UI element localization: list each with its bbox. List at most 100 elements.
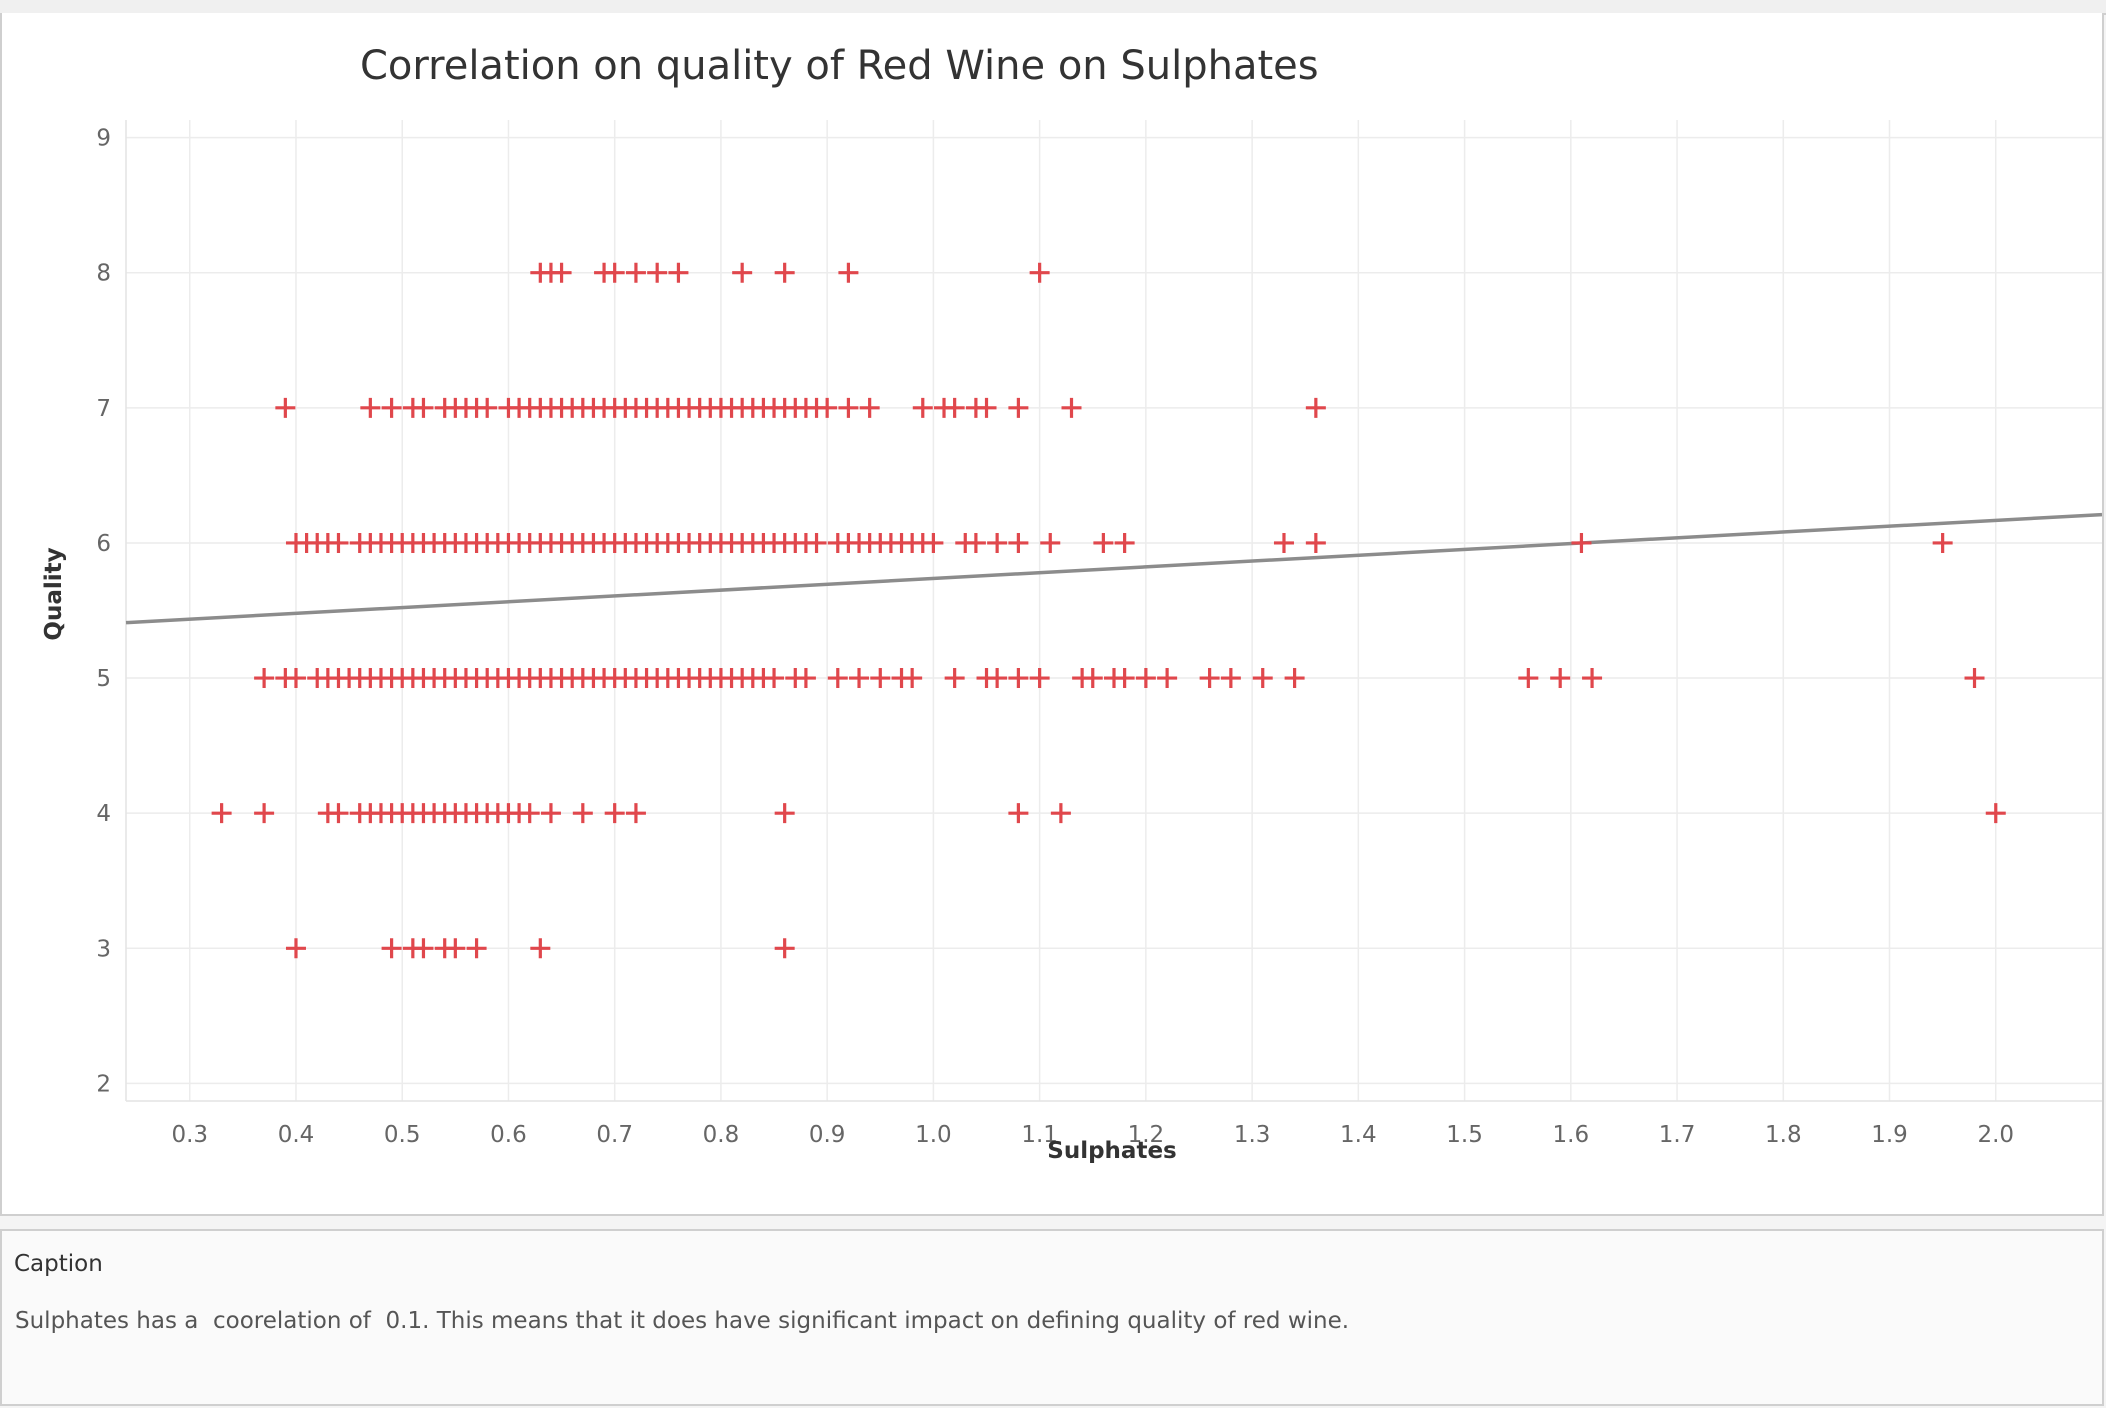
data-point[interactable] [1082,668,1103,689]
data-point[interactable] [668,262,689,283]
trend-line-layer [125,512,2102,625]
y-tick-label: 3 [96,936,111,962]
data-point[interactable] [328,803,349,824]
x-tick-label: 1.1 [1021,1122,1058,1148]
data-point[interactable] [519,803,540,824]
grid-lines [125,120,2102,1102]
data-point[interactable] [1061,397,1082,418]
data-point[interactable] [912,397,933,418]
x-axis-title: Sulphates [1047,1138,1176,1164]
x-tick-label: 1.0 [915,1122,952,1148]
scatter-chart[interactable]: Correlation on quality of Red Wine on Su… [2,13,2102,1214]
data-point[interactable] [381,938,402,959]
data-point[interactable] [285,668,306,689]
data-point[interactable] [806,532,827,553]
data-point[interactable] [1199,668,1220,689]
data-point[interactable] [1964,668,1985,689]
y-tick-label: 8 [96,261,111,287]
data-point[interactable] [838,262,859,283]
data-point[interactable] [859,397,880,418]
data-point[interactable] [1114,532,1135,553]
data-point[interactable] [1273,532,1294,553]
data-point[interactable] [944,668,965,689]
data-point[interactable] [1135,668,1156,689]
data-point[interactable] [604,803,625,824]
x-tick-label: 1.6 [1553,1122,1590,1148]
data-point[interactable] [381,397,402,418]
data-point[interactable] [572,803,593,824]
data-point[interactable] [849,668,870,689]
data-point[interactable] [647,262,668,283]
data-point[interactable] [1029,668,1050,689]
data-point[interactable] [275,397,296,418]
x-tick-label: 1.4 [1340,1122,1377,1148]
data-point[interactable] [445,938,466,959]
data-points[interactable] [211,262,2006,959]
data-point[interactable] [774,938,795,959]
data-point[interactable] [1305,397,1326,418]
data-point[interactable] [838,397,859,418]
x-axis-ticks: 0.3 0.4 0.5 0.6 0.7 0.8 0.9 1.0 1.1 1.2 1.3 1.4 1.5 1… [171,1122,2014,1148]
data-point[interactable] [254,803,275,824]
y-tick-label: 2 [96,1071,111,1097]
data-point[interactable] [604,262,625,283]
data-point[interactable] [944,397,965,418]
data-point[interactable] [1985,803,2006,824]
data-point[interactable] [987,668,1008,689]
data-point[interactable] [1008,803,1029,824]
data-point[interactable] [1029,262,1050,283]
data-point[interactable] [477,397,498,418]
data-point[interactable] [774,262,795,283]
data-point[interactable] [360,397,381,418]
x-tick-label: 0.4 [278,1122,315,1148]
data-point[interactable] [870,668,891,689]
y-tick-label: 4 [96,801,111,827]
data-point[interactable] [1008,532,1029,553]
x-tick-label: 1.8 [1765,1122,1802,1148]
data-point[interactable] [827,668,848,689]
data-point[interactable] [1571,532,1592,553]
data-point[interactable] [1518,668,1539,689]
data-point[interactable] [625,803,646,824]
data-point[interactable] [211,803,232,824]
y-tick-label: 7 [96,396,111,422]
data-point[interactable] [923,532,944,553]
data-point[interactable] [795,668,816,689]
data-point[interactable] [774,803,795,824]
data-point[interactable] [1582,668,1603,689]
data-point[interactable] [530,938,551,959]
data-point[interactable] [254,668,275,689]
data-point[interactable] [1932,532,1953,553]
data-point[interactable] [1008,668,1029,689]
data-point[interactable] [1008,397,1029,418]
data-point[interactable] [540,803,561,824]
data-point[interactable] [285,938,306,959]
data-point[interactable] [1252,668,1273,689]
data-point[interactable] [1114,668,1135,689]
data-point[interactable] [902,668,923,689]
y-tick-label: 9 [96,126,111,152]
data-point[interactable] [625,262,646,283]
data-point[interactable] [1040,532,1061,553]
data-point[interactable] [413,397,434,418]
data-point[interactable] [1220,668,1241,689]
data-point[interactable] [965,532,986,553]
data-point[interactable] [1093,532,1114,553]
data-point[interactable] [1157,668,1178,689]
data-point[interactable] [413,938,434,959]
data-point[interactable] [987,532,1008,553]
data-point[interactable] [551,262,572,283]
caption-panel: Caption Sulphates has a coorelation of 0… [0,1229,2104,1406]
data-point[interactable] [1284,668,1305,689]
data-point[interactable] [817,397,838,418]
data-point[interactable] [732,262,753,283]
data-point[interactable] [328,532,349,553]
y-axis-title: Quality [41,547,67,640]
x-tick-label: 1.7 [1659,1122,1696,1148]
data-point[interactable] [466,938,487,959]
data-point[interactable] [764,668,785,689]
data-point[interactable] [1550,668,1571,689]
data-point[interactable] [1050,803,1071,824]
data-point[interactable] [1305,532,1326,553]
data-point[interactable] [976,397,997,418]
